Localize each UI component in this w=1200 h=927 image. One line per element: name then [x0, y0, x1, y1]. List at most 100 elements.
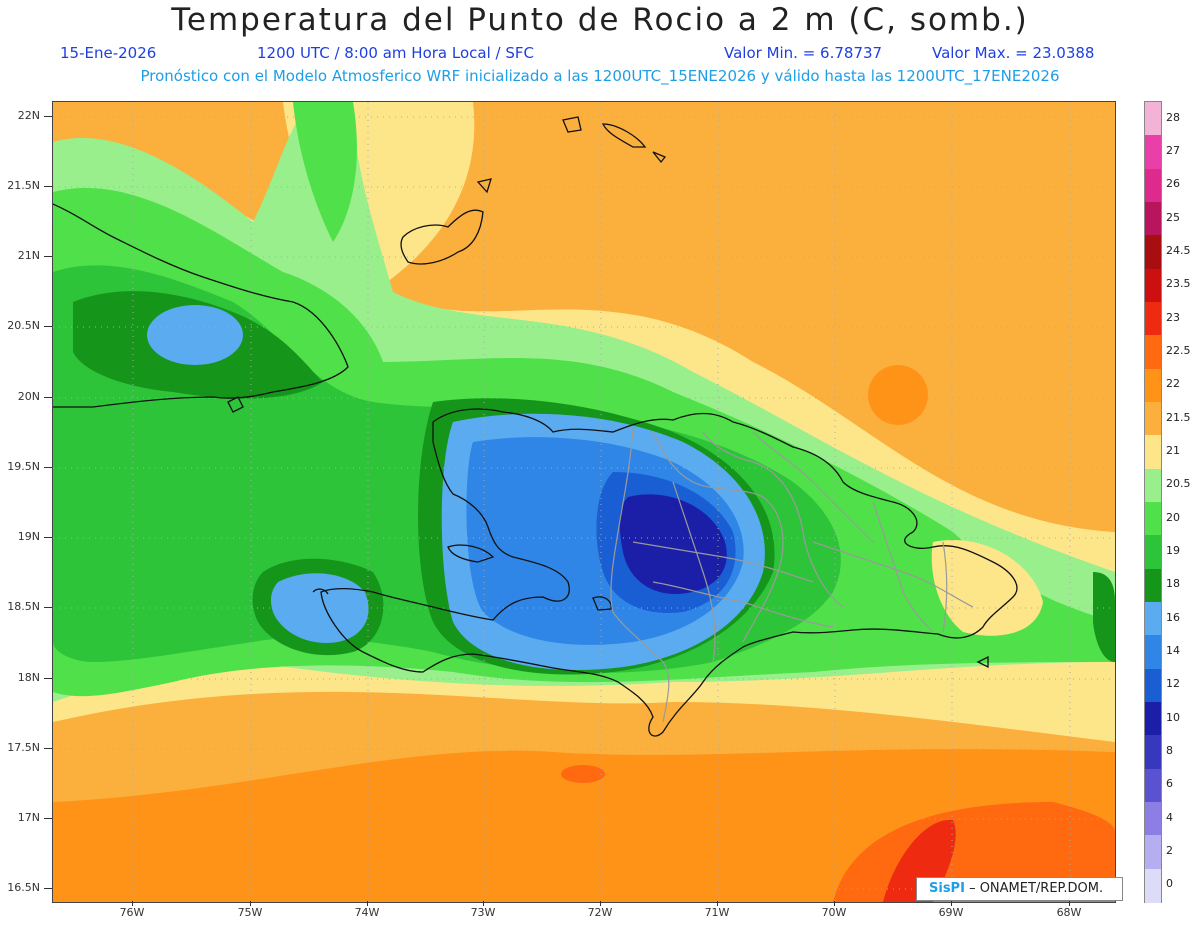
- legend-swatch: [1145, 135, 1161, 170]
- legend-label: 27: [1166, 144, 1180, 157]
- legend-swatch: [1145, 368, 1161, 403]
- legend-label: 22.5: [1166, 344, 1191, 357]
- legend-swatch: [1145, 802, 1161, 836]
- lon-label-68w: 68W: [1056, 906, 1082, 919]
- credit-box: SisPI – ONAMET/REP.DOM.: [916, 877, 1123, 901]
- lon-tick: [132, 901, 133, 906]
- lon-label-70w: 70W: [821, 906, 847, 919]
- legend-label: 0: [1166, 877, 1173, 891]
- lat-tick: [44, 467, 52, 468]
- legend-swatch: [1145, 835, 1161, 870]
- lat-label-19n: 19N: [17, 530, 40, 543]
- lat-label-18n: 18N: [17, 671, 40, 684]
- legend-swatch: [1145, 335, 1161, 370]
- legend-swatch: [1145, 235, 1161, 270]
- lat-label-18-5n: 18.5N: [7, 600, 40, 613]
- legend-label: 26: [1166, 177, 1180, 191]
- lon-label-71w: 71W: [704, 906, 730, 919]
- credit-text: – ONAMET/REP.DOM.: [969, 881, 1104, 896]
- lat-label-17-5n: 17.5N: [7, 741, 40, 754]
- legend-label: 14: [1166, 644, 1180, 657]
- lat-tick: [44, 678, 52, 679]
- legend-swatch: [1145, 168, 1161, 203]
- legend-label: 4: [1166, 810, 1173, 824]
- legend-label: 19: [1166, 544, 1180, 557]
- lat-label-20-5n: 20.5N: [7, 319, 40, 332]
- sispi-logo: SisPI: [929, 881, 965, 896]
- legend-label: 18: [1166, 577, 1180, 591]
- lat-tick: [44, 818, 52, 819]
- lat-tick: [44, 186, 52, 187]
- legend-label: 12: [1166, 677, 1180, 691]
- lon-tick: [717, 901, 718, 906]
- legend-label: 16: [1166, 610, 1180, 624]
- lat-tick: [44, 116, 52, 117]
- legend-label: 22: [1166, 377, 1180, 391]
- legend-swatch: [1145, 568, 1161, 603]
- legend-label: 6: [1166, 777, 1173, 791]
- legend-label: 24.5: [1166, 244, 1191, 257]
- lat-label-20n: 20N: [17, 390, 40, 403]
- lon-tick: [600, 901, 601, 906]
- lon-tick: [834, 901, 835, 906]
- lon-label-76w: 76W: [119, 906, 145, 919]
- lat-tick: [44, 888, 52, 889]
- lon-tick: [483, 901, 484, 906]
- legend-swatch: [1145, 768, 1161, 803]
- legend-label: 23: [1166, 310, 1180, 324]
- legend-label: 21: [1166, 444, 1180, 457]
- legend-swatch: [1145, 868, 1161, 903]
- legend-swatch: [1145, 468, 1161, 503]
- lon-label-74w: 74W: [354, 906, 380, 919]
- legend-swatch: [1145, 702, 1161, 736]
- lat-label-17n: 17N: [17, 811, 40, 824]
- legend-swatch: [1145, 502, 1161, 536]
- legend-label: 20: [1166, 510, 1180, 524]
- lon-tick: [951, 901, 952, 906]
- lat-tick: [44, 607, 52, 608]
- legend-swatch: [1145, 268, 1161, 303]
- lat-label-22n: 22N: [17, 109, 40, 122]
- lon-label-75w: 75W: [237, 906, 263, 919]
- lat-label-21-5n: 21.5N: [7, 179, 40, 192]
- legend-label: 25: [1166, 210, 1180, 224]
- lon-tick: [250, 901, 251, 906]
- legend-swatch: [1145, 402, 1161, 436]
- lon-label-72w: 72W: [587, 906, 613, 919]
- lon-tick: [1069, 901, 1070, 906]
- legend-label: 28: [1166, 110, 1180, 124]
- legend-label: 2: [1166, 844, 1173, 857]
- lat-label-16-5n: 16.5N: [7, 881, 40, 894]
- legend-swatch: [1145, 635, 1161, 670]
- max-value-label: Valor Max. = 23.0388: [932, 44, 1095, 62]
- legend-swatch: [1145, 202, 1161, 236]
- color-legend: [1144, 101, 1162, 903]
- lon-tick: [367, 901, 368, 906]
- model-subtitle: Pronóstico con el Modelo Atmosferico WRF…: [140, 67, 1060, 85]
- map-title: Temperatura del Punto de Rocio a 2 m (C,…: [171, 2, 1029, 38]
- dewpoint-map: [52, 101, 1116, 903]
- lat-tick: [44, 256, 52, 257]
- legend-swatch: [1145, 435, 1161, 470]
- min-value-label: Valor Min. = 6.78737: [724, 44, 883, 62]
- legend-label: 10: [1166, 710, 1180, 724]
- lat-tick: [44, 537, 52, 538]
- legend-swatch: [1145, 602, 1161, 636]
- lat-tick: [44, 326, 52, 327]
- lat-tick: [44, 397, 52, 398]
- legend-label: 8: [1166, 744, 1173, 757]
- legend-swatch: [1145, 102, 1161, 136]
- legend-label: 23.5: [1166, 277, 1191, 291]
- legend-swatch: [1145, 535, 1161, 570]
- lat-label-21n: 21N: [17, 249, 40, 262]
- legend-label: 21.5: [1166, 410, 1191, 424]
- map-canvas: [53, 102, 1115, 902]
- lat-label-19-5n: 19.5N: [7, 460, 40, 473]
- legend-swatch: [1145, 668, 1161, 703]
- legend-swatch: [1145, 302, 1161, 336]
- legend-label: 20.5: [1166, 477, 1191, 491]
- date-label: 15-Ene-2026: [60, 44, 157, 62]
- lon-label-69w: 69W: [938, 906, 964, 919]
- lat-tick: [44, 748, 52, 749]
- time-label: 1200 UTC / 8:00 am Hora Local / SFC: [257, 44, 534, 62]
